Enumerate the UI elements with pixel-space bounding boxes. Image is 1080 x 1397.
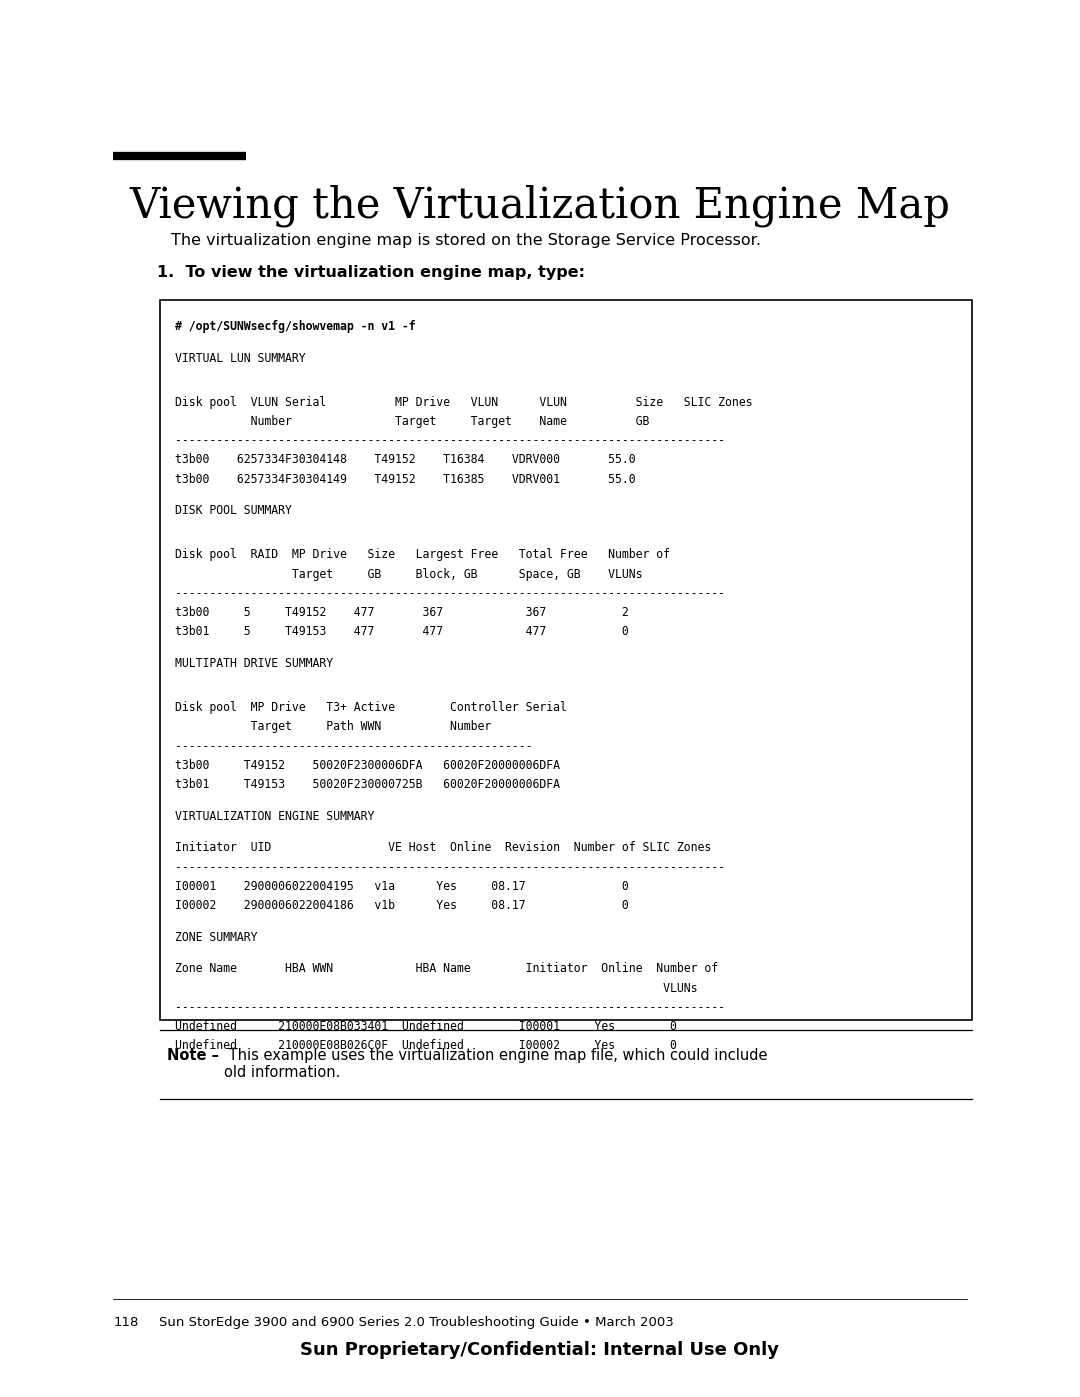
Text: --------------------------------------------------------------------------------: ----------------------------------------… (175, 587, 725, 599)
Text: Disk pool  RAID  MP Drive   Size   Largest Free   Total Free   Number of: Disk pool RAID MP Drive Size Largest Fre… (175, 549, 670, 562)
Text: VLUNs: VLUNs (175, 982, 698, 995)
FancyBboxPatch shape (160, 300, 972, 1020)
Text: Target     Path WWN          Number: Target Path WWN Number (175, 721, 491, 733)
Text: Sun StorEdge 3900 and 6900 Series 2.0 Troubleshooting Guide • March 2003: Sun StorEdge 3900 and 6900 Series 2.0 Tr… (159, 1316, 674, 1329)
Text: --------------------------------------------------------------------------------: ----------------------------------------… (175, 861, 725, 873)
Text: The virtualization engine map is stored on the Storage Service Processor.: The virtualization engine map is stored … (171, 233, 760, 249)
Text: t3b00    6257334F30304149    T49152    T16385    VDRV001       55.0: t3b00 6257334F30304149 T49152 T16385 VDR… (175, 472, 636, 486)
Text: Number               Target     Target    Name          GB: Number Target Target Name GB (175, 415, 649, 427)
Text: I00002    2900006022004186   v1b      Yes     08.17              0: I00002 2900006022004186 v1b Yes 08.17 0 (175, 900, 629, 912)
Text: ----------------------------------------------------: ----------------------------------------… (175, 739, 532, 753)
Text: --------------------------------------------------------------------------------: ----------------------------------------… (175, 434, 725, 447)
Text: DISK POOL SUMMARY: DISK POOL SUMMARY (175, 504, 292, 517)
Text: Zone Name       HBA WWN            HBA Name        Initiator  Online  Number of: Zone Name HBA WWN HBA Name Initiator Onl… (175, 963, 718, 975)
Text: I00001    2900006022004195   v1a      Yes     08.17              0: I00001 2900006022004195 v1a Yes 08.17 0 (175, 880, 629, 893)
Text: This example uses the virtualization engine map file, which could include
old in: This example uses the virtualization eng… (224, 1048, 767, 1080)
Text: # /opt/SUNWsecfg/showvemap -n v1 -f: # /opt/SUNWsecfg/showvemap -n v1 -f (175, 320, 416, 332)
Text: 1.  To view the virtualization engine map, type:: 1. To view the virtualization engine map… (157, 265, 584, 281)
Text: t3b00    6257334F30304148    T49152    T16384    VDRV000       55.0: t3b00 6257334F30304148 T49152 T16384 VDR… (175, 454, 636, 467)
Text: Viewing the Virtualization Engine Map: Viewing the Virtualization Engine Map (130, 184, 950, 226)
Text: Target     GB     Block, GB      Space, GB    VLUNs: Target GB Block, GB Space, GB VLUNs (175, 567, 643, 581)
Text: Undefined      210000E08B026C0F  Undefined        I00002     Yes        0: Undefined 210000E08B026C0F Undefined I00… (175, 1039, 677, 1052)
Text: Sun Proprietary/Confidential: Internal Use Only: Sun Proprietary/Confidential: Internal U… (300, 1341, 780, 1359)
Text: t3b01     T49153    50020F230000725B   60020F20000006DFA: t3b01 T49153 50020F230000725B 60020F2000… (175, 778, 559, 791)
Text: VIRTUALIZATION ENGINE SUMMARY: VIRTUALIZATION ENGINE SUMMARY (175, 810, 375, 823)
Text: VIRTUAL LUN SUMMARY: VIRTUAL LUN SUMMARY (175, 352, 306, 365)
Text: --------------------------------------------------------------------------------: ----------------------------------------… (175, 1000, 725, 1014)
Text: Disk pool  MP Drive   T3+ Active        Controller Serial: Disk pool MP Drive T3+ Active Controller… (175, 701, 567, 714)
Text: Note –: Note – (167, 1048, 219, 1063)
Text: ZONE SUMMARY: ZONE SUMMARY (175, 930, 257, 944)
Text: MULTIPATH DRIVE SUMMARY: MULTIPATH DRIVE SUMMARY (175, 657, 333, 671)
Text: Undefined      210000E08B033401  Undefined        I00001     Yes        0: Undefined 210000E08B033401 Undefined I00… (175, 1020, 677, 1032)
Text: t3b01     5     T49153    477       477            477           0: t3b01 5 T49153 477 477 477 0 (175, 626, 629, 638)
Text: Disk pool  VLUN Serial          MP Drive   VLUN      VLUN          Size   SLIC Z: Disk pool VLUN Serial MP Drive VLUN VLUN… (175, 395, 753, 409)
Text: 118: 118 (113, 1316, 138, 1329)
Text: t3b00     T49152    50020F2300006DFA   60020F20000006DFA: t3b00 T49152 50020F2300006DFA 60020F2000… (175, 759, 559, 771)
Text: t3b00     5     T49152    477       367            367           2: t3b00 5 T49152 477 367 367 2 (175, 606, 629, 619)
Text: Initiator  UID                 VE Host  Online  Revision  Number of SLIC Zones: Initiator UID VE Host Online Revision Nu… (175, 841, 712, 855)
